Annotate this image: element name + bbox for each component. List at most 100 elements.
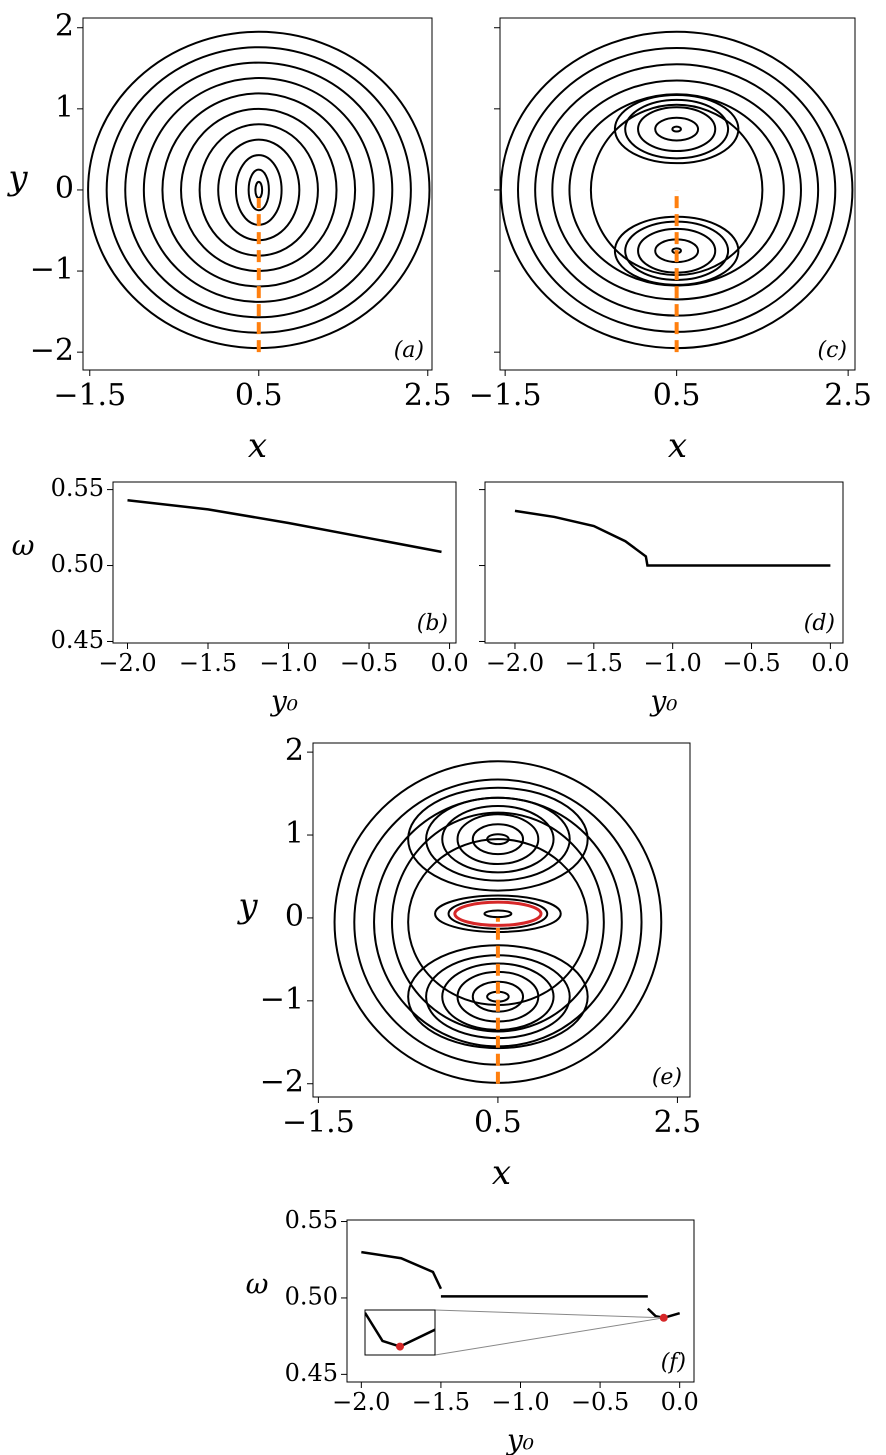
x-tick-label: −0.5 (340, 649, 398, 677)
x-tick-label: 0.0 (811, 649, 849, 677)
y-tick-label: −1 (30, 252, 74, 287)
x-tick-label: 0.5 (474, 1105, 522, 1140)
orbit (124, 61, 394, 319)
y-tick-label: 0.55 (285, 1206, 338, 1234)
y-tick-label: −2 (30, 333, 74, 368)
axes-frame (484, 481, 844, 644)
highlighted-orbit (453, 900, 543, 927)
y-tick-label: 0.50 (51, 550, 104, 578)
x-tick-label: −2.0 (332, 1388, 390, 1416)
orbit (254, 180, 264, 200)
y-axis-label: y (236, 886, 258, 926)
x-tick-label: −2.0 (98, 649, 156, 677)
label-bg (795, 609, 837, 637)
x-tick-label: 0.0 (430, 649, 468, 677)
x-tick-label: −0.5 (571, 1388, 629, 1416)
zoom-connector (434, 1309, 664, 1319)
orbit (624, 98, 730, 160)
frequency-curve (514, 509, 831, 567)
orbit (456, 970, 540, 1023)
orbit (483, 909, 513, 919)
x-tick-label: −1.5 (179, 649, 237, 677)
zoom-connector (434, 1317, 664, 1356)
marker (659, 1313, 668, 1322)
frequency-curve (127, 498, 442, 554)
panel-label: (c) (818, 338, 848, 363)
orbit (671, 125, 682, 133)
marker (396, 1342, 404, 1351)
x-axis-label: x (248, 426, 267, 466)
y-axis-label: ω (246, 1268, 269, 1301)
y-tick-label: 0 (55, 171, 74, 206)
x-tick-label: 2.5 (654, 1105, 702, 1140)
orbit (425, 796, 571, 882)
label-bg (807, 336, 849, 364)
y-tick-label: 0.50 (285, 1282, 338, 1310)
axes-frame (346, 1219, 695, 1383)
y-tick-label: −2 (260, 1065, 304, 1100)
x-tick-label: −1.5 (412, 1388, 470, 1416)
panel-label: (f) (661, 1350, 686, 1375)
x-tick-label: −1.0 (259, 649, 317, 677)
orbit (407, 944, 589, 1050)
label-bg (408, 609, 450, 637)
orbit (551, 79, 802, 301)
plot-area (87, 30, 431, 353)
x-tick-label: 0.5 (235, 378, 283, 413)
orbit (456, 813, 540, 866)
y-tick-label: 2 (285, 733, 304, 768)
x-axis-label: y₀ (269, 685, 298, 718)
axes-frame (112, 481, 457, 644)
x-tick-label: 2.5 (824, 378, 872, 413)
axes-frame (82, 17, 433, 371)
y-tick-label: 0.45 (51, 626, 104, 654)
label-bg (646, 1348, 688, 1376)
orbit (247, 168, 270, 212)
x-tick-label: −1.0 (491, 1388, 549, 1416)
orbit (180, 107, 338, 273)
orbit (407, 786, 589, 892)
y-axis-label: y (6, 158, 28, 198)
y-tick-label: −1 (260, 982, 304, 1017)
orbit (471, 823, 525, 856)
inset-area (365, 1312, 435, 1351)
orbit (390, 811, 605, 1033)
orbit (87, 30, 431, 350)
x-axis-label: y₀ (505, 1424, 534, 1455)
panel-label: (e) (652, 1065, 682, 1090)
axes-frame (499, 17, 856, 371)
axes-frame (312, 742, 691, 1098)
x-tick-label: −0.5 (722, 649, 780, 677)
orbit (441, 962, 555, 1031)
orbit (333, 760, 663, 1084)
plot-area (514, 509, 831, 567)
x-axis-label: x (668, 426, 687, 466)
y-tick-label: 0.45 (285, 1359, 338, 1387)
plot-area (127, 498, 442, 554)
x-tick-label: −1.0 (644, 649, 702, 677)
label-bg (642, 1063, 684, 1091)
panel-label: (a) (394, 338, 424, 363)
x-axis-label: x (492, 1153, 511, 1193)
orbit (637, 106, 717, 153)
frequency-curve (361, 1250, 681, 1320)
plot-area (361, 1250, 681, 1320)
y-tick-label: 0 (285, 899, 304, 934)
x-tick-label: −1.5 (565, 649, 623, 677)
orbit (613, 94, 740, 165)
y-tick-label: 0.55 (51, 474, 104, 502)
y-axis-label: ω (12, 529, 35, 562)
x-tick-label: 0.5 (653, 378, 701, 413)
label-bg (384, 336, 426, 364)
x-tick-label: −1.5 (282, 1105, 355, 1140)
orbit (142, 77, 375, 303)
plot-area (500, 30, 854, 353)
x-tick-label: 2.5 (404, 378, 452, 413)
x-tick-label: 0.0 (661, 1388, 699, 1416)
panel-label: (d) (804, 611, 835, 636)
y-tick-label: 2 (55, 9, 74, 44)
orbit (441, 805, 555, 874)
panel-label: (b) (417, 611, 448, 636)
x-tick-label: −1.5 (469, 378, 542, 413)
